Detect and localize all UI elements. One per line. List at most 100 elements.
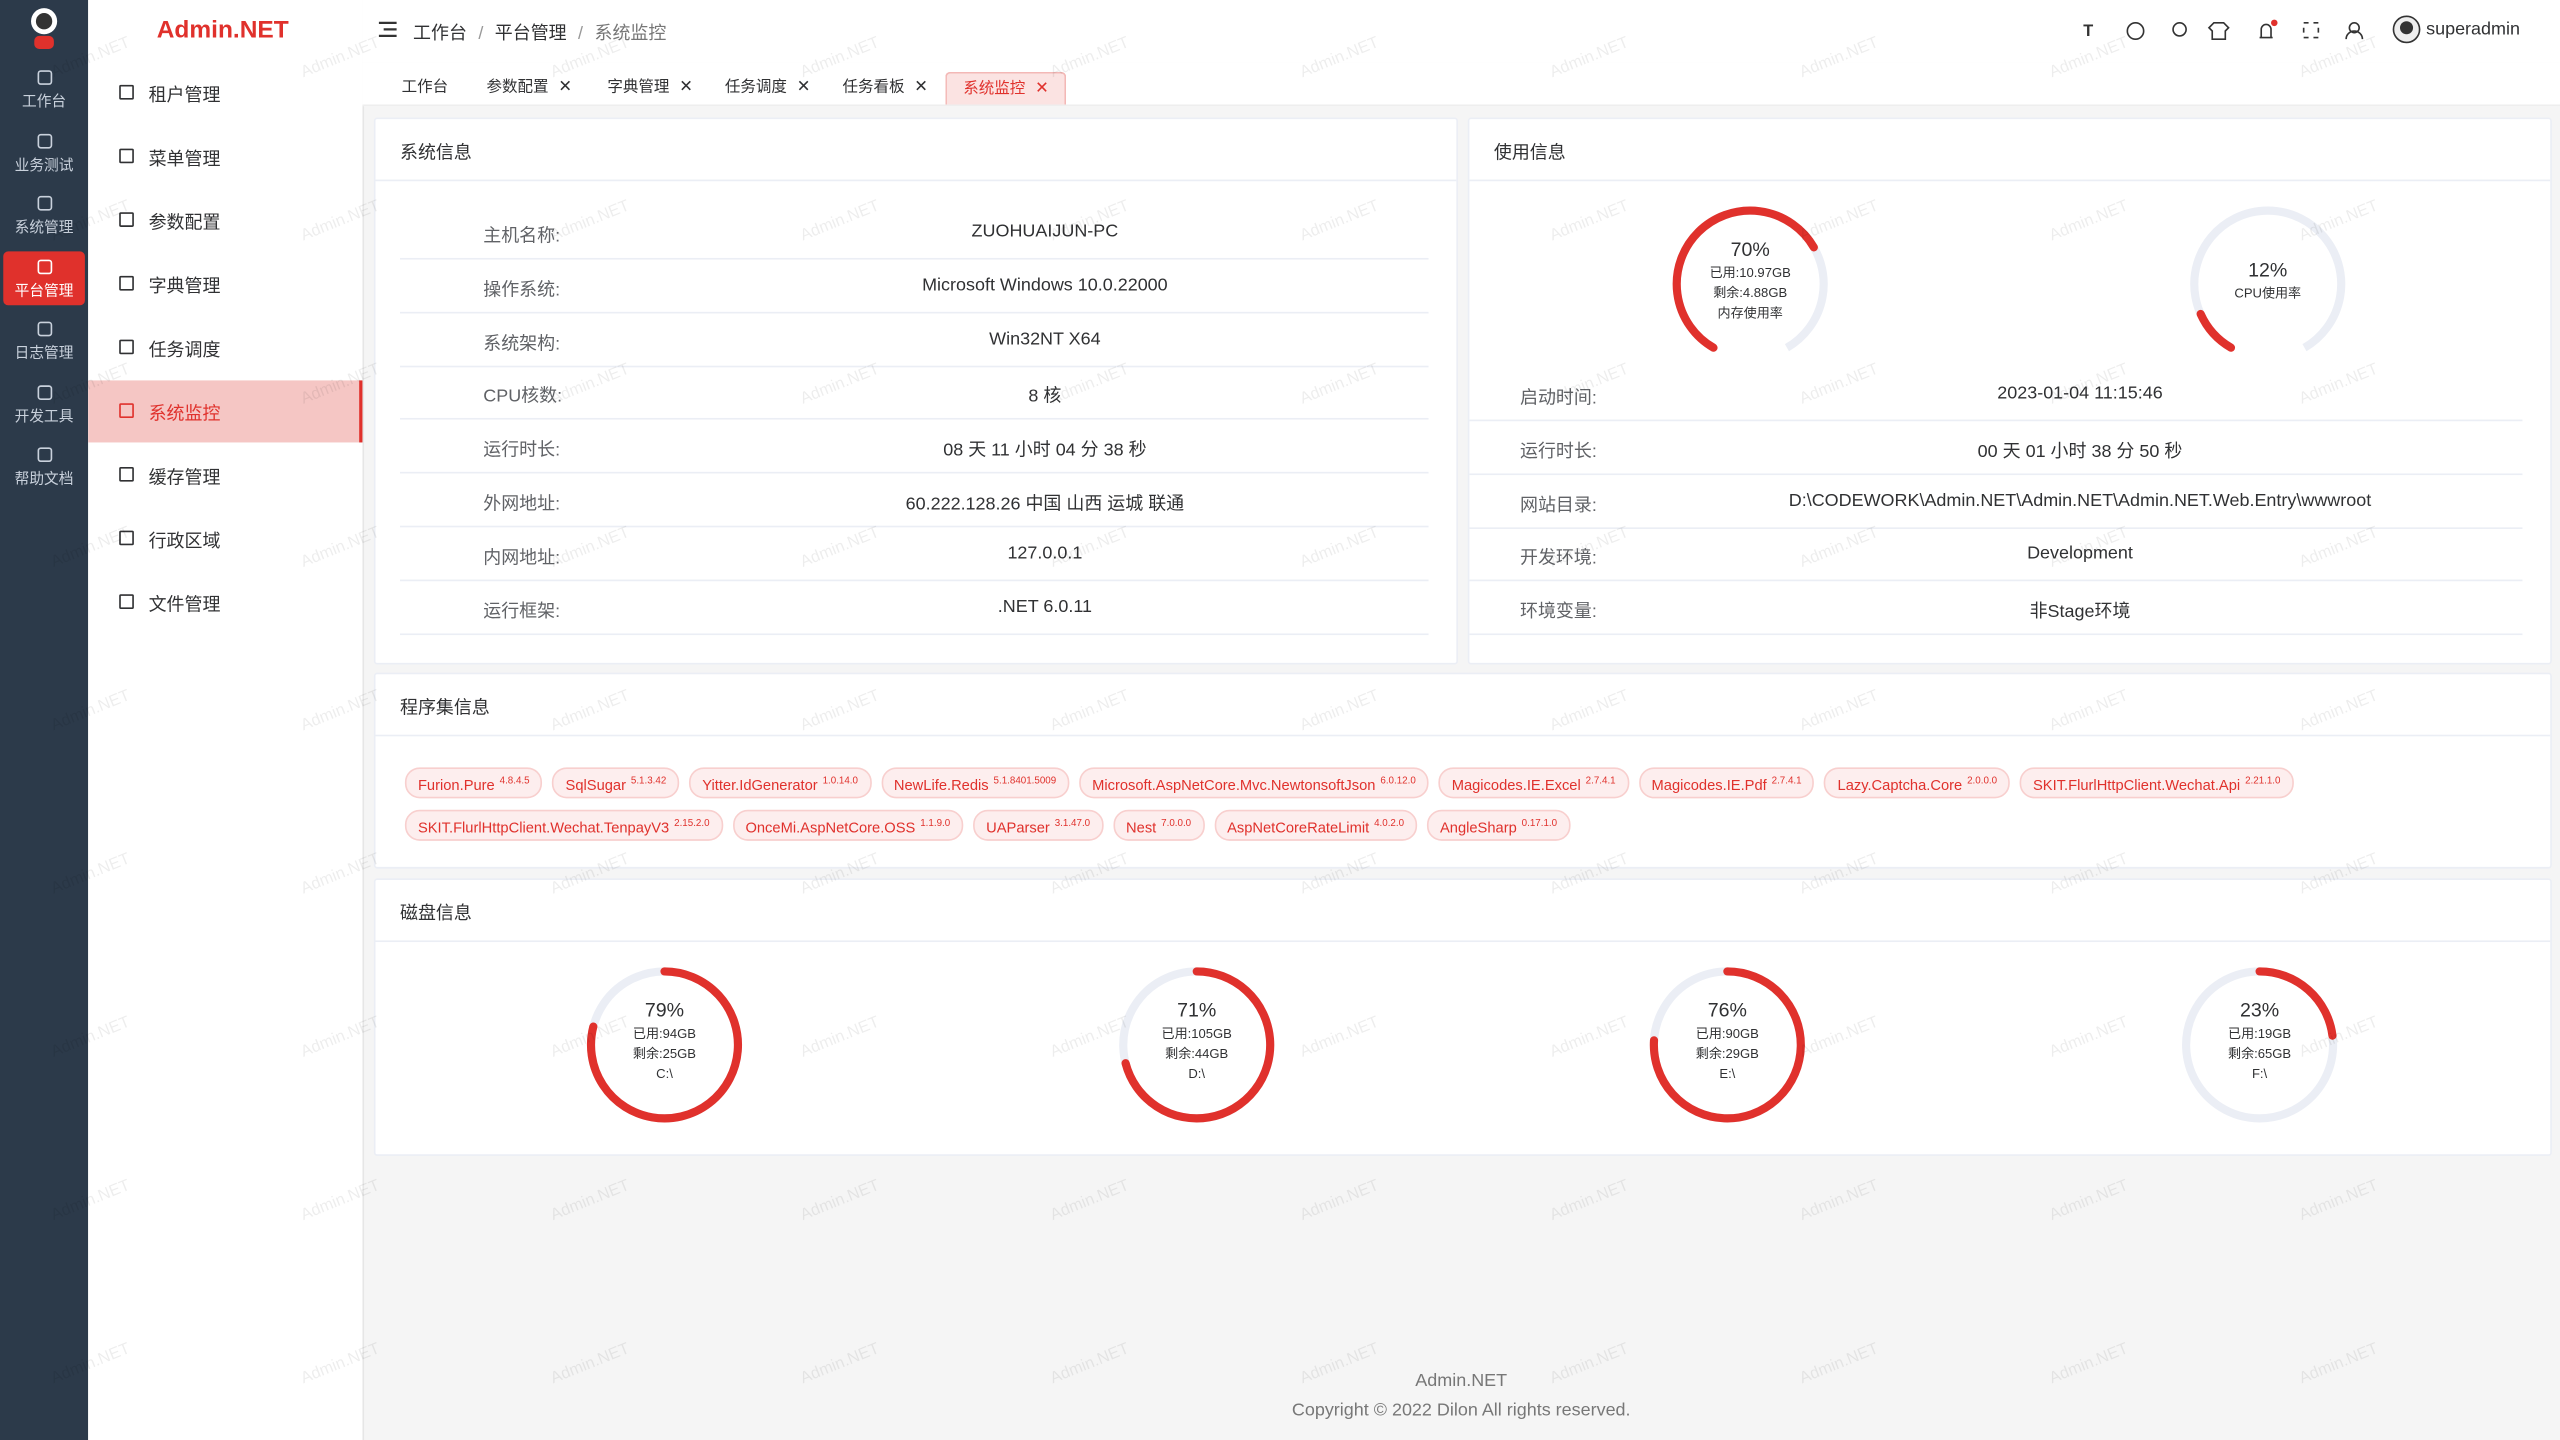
username[interactable]: superadmin [2426, 19, 2520, 40]
assembly-tag: SqlSugar 5.1.3.42 [552, 767, 680, 799]
submenu-item[interactable]: 文件管理 [88, 571, 362, 633]
assembly-version: 1.1.9.0 [920, 819, 951, 830]
row-label: CPU核数: [483, 387, 563, 408]
tab-label: 字典管理 [607, 78, 670, 97]
info-row: 外网地址: 60.222.128.26 中国 山西 运城 联通 [399, 473, 1429, 528]
submenu-item[interactable]: 租户管理 [88, 62, 362, 124]
menu-toggle[interactable] [378, 21, 397, 38]
gauge-percent: 79% [645, 1000, 684, 1022]
nav-item[interactable]: 工作台 [3, 62, 85, 116]
info-row: CPU核数: 8 核 [399, 366, 1429, 421]
tab[interactable]: 工作台 [385, 72, 464, 103]
info-row: 运行时长: 08 天 11 小时 04 分 38 秒 [399, 420, 1429, 474]
assembly-tag: OnceMi.AspNetCore.OSS 1.1.9.0 [732, 809, 964, 841]
info-row: 系统架构: Win32NT X64 [399, 313, 1429, 367]
submenu-item[interactable]: 菜单管理 [88, 126, 362, 188]
breadcrumb-item[interactable]: 平台管理 [494, 24, 567, 45]
assembly-version: 7.0.0.0 [1161, 819, 1192, 830]
submenu-item[interactable]: 任务调度 [88, 317, 362, 379]
assembly-version: 0.17.1.0 [1521, 819, 1558, 830]
assembly-name: Yitter.IdGenerator [702, 777, 818, 794]
assembly-tag: Nest 7.0.0.0 [1112, 809, 1205, 841]
assembly-version: 4.0.2.0 [1374, 819, 1405, 830]
breadcrumb-item[interactable]: 工作台 [413, 24, 467, 45]
nav-item[interactable]: 系统管理 [3, 188, 85, 242]
tab-close[interactable]: ✕ [796, 78, 811, 97]
row-value: Win32NT X64 [989, 329, 1101, 349]
tab-close[interactable]: ✕ [558, 78, 573, 97]
usage-info-card: 使用信息 启动时间: 2023-01-04 11:15:46 运行时长: 00 天 0… [1467, 117, 2552, 665]
row-value: 非Stage环境 [2029, 602, 2131, 623]
avatar[interactable] [2392, 15, 2421, 44]
assembly-name: Microsoft.AspNetCore.Mvc.NewtonsoftJson [1092, 777, 1376, 794]
submenu-label: 参数配置 [148, 213, 221, 234]
header: 工作台 / 平台管理 / 系统监控 T superadmin [362, 0, 2560, 64]
nav-label: 日志管理 [14, 344, 74, 361]
breadcrumb-separator: / [478, 24, 484, 45]
assembly-name: SKIT.FlurlHttpClient.Wechat.TenpayV3 [417, 819, 670, 836]
assembly-name: UAParser [986, 819, 1050, 836]
assemblies-card: 程序集信息 Furion.Pure 4.8.4.5 SqlSugar 5.1.3.42… [373, 672, 2552, 869]
assembly-tag: Magicodes.IE.Pdf 2.7.4.1 [1638, 767, 1815, 799]
assembly-name: SqlSugar [565, 777, 626, 794]
nav-item[interactable]: 业务测试 [3, 125, 85, 179]
gauge-line: C:\ [656, 1066, 673, 1081]
submenu-label: 系统监控 [148, 404, 221, 425]
tab-close[interactable]: ✕ [914, 78, 929, 97]
nav-label: 平台管理 [14, 281, 74, 298]
row-value: ZUOHUAIJUN-PC [971, 222, 1119, 242]
watermark: Admin.NET [798, 1176, 883, 1225]
gauge-arc [1121, 967, 1275, 1123]
submenu-label: 字典管理 [148, 277, 221, 298]
nav-item[interactable]: 日志管理 [3, 313, 85, 367]
submenu-item[interactable]: 缓存管理 [88, 444, 362, 506]
tab-label: 任务调度 [724, 78, 787, 97]
tab-label: 工作台 [401, 78, 449, 97]
info-row: 主机名称: ZUOHUAIJUN-PC [399, 206, 1429, 260]
submenu-item[interactable]: 系统监控 [88, 380, 363, 443]
gauge-line: 剩余:4.88GB [1713, 285, 1787, 300]
watermark: Admin.NET [1547, 1176, 1632, 1225]
gauge-line: 已用:10.97GB [1710, 265, 1792, 280]
tab-close[interactable]: ✕ [1035, 79, 1049, 98]
tab[interactable]: 任务看板 ✕ [826, 72, 944, 103]
submenu-label: 任务调度 [148, 341, 221, 361]
system-info-card: 系统信息 主机名称: ZUOHUAIJUN-PC 操作系统: Microsoft Wi… [373, 117, 1458, 665]
gauge-arc [2196, 309, 2236, 352]
gauge-line: 已用:105GB [1162, 1026, 1233, 1041]
assembly-version: 6.0.12.0 [1380, 777, 1416, 787]
row-label: 内网地址: [483, 548, 561, 568]
info-row: 运行框架: .NET 6.0.11 [399, 581, 1429, 635]
tab[interactable]: 字典管理 ✕ [591, 72, 709, 103]
tab[interactable]: 参数配置 ✕ [470, 72, 588, 103]
gauge: 71% 已用:105GB 剩余:44GB D:\ [1119, 967, 1275, 1123]
row-label: 网站目录: [1519, 495, 1597, 516]
submenu-item[interactable]: 字典管理 [88, 253, 362, 315]
assembly-name: Magicodes.IE.Excel [1451, 777, 1581, 794]
tab[interactable]: 任务调度 ✕ [709, 72, 827, 103]
submenu-item[interactable]: 行政区域 [88, 508, 362, 570]
nav-label: 系统管理 [14, 218, 74, 236]
breadcrumb-separator: / [578, 24, 584, 45]
assembly-tag: AspNetCoreRateLimit 4.0.2.0 [1214, 809, 1418, 841]
nav-label: 开发工具 [14, 407, 74, 424]
svg-text:T: T [2083, 22, 2093, 40]
assembly-tag: Magicodes.IE.Excel 2.7.4.1 [1438, 767, 1629, 799]
tab[interactable]: 系统监控 ✕ [945, 71, 1067, 105]
nav-item[interactable]: 平台管理 [3, 250, 85, 305]
nav-item[interactable]: 开发工具 [3, 376, 85, 430]
watermark: Admin.NET [2296, 1176, 2381, 1225]
submenu-item[interactable]: 参数配置 [88, 189, 362, 251]
card-title: 程序集信息 [399, 698, 490, 719]
gauge: 76% 已用:90GB 剩余:29GB E:\ [1649, 967, 1805, 1123]
row-value: 08 天 11 小时 04 分 38 秒 [943, 441, 1147, 461]
card-title: 使用信息 [1493, 143, 1566, 164]
disks-card: 磁盘信息 79% 已用:94GB 剩余:25GB C:\ 71% 已用:105GB 剩余:4… [373, 878, 2552, 1156]
row-label: 主机名称: [483, 226, 561, 247]
nav-item[interactable]: 帮助文档 [3, 439, 85, 493]
logo [31, 8, 58, 49]
tab-close[interactable]: ✕ [679, 78, 693, 97]
gauge-line: 已用:94GB [633, 1026, 696, 1041]
assembly-version: 2.0.0.0 [1967, 777, 1998, 787]
